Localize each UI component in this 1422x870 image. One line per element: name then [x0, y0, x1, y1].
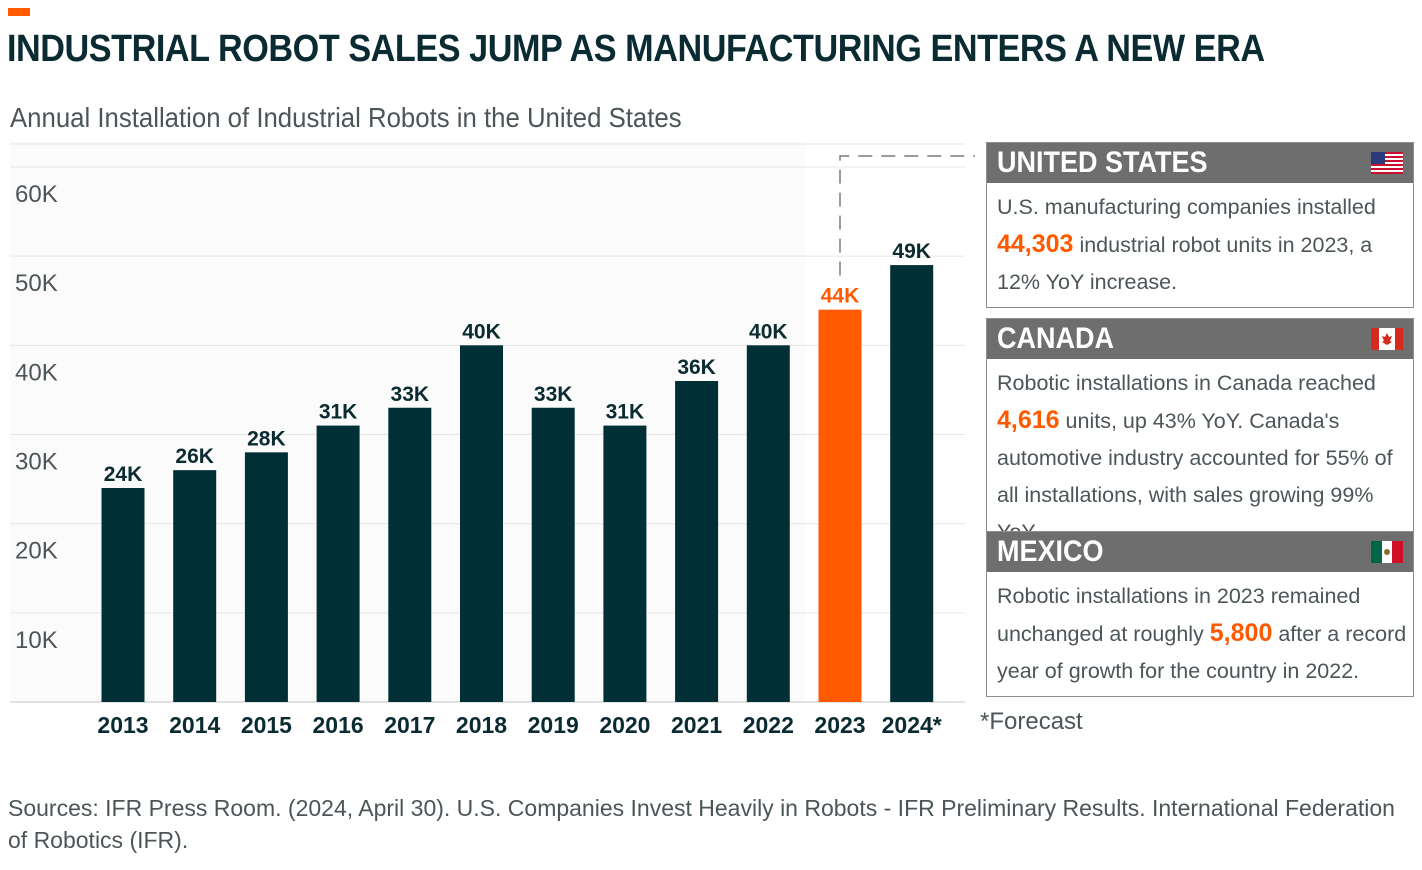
data-label: 40K — [749, 320, 788, 343]
data-label: 36K — [677, 356, 716, 379]
card-body: Robotic installations in Canada reached … — [987, 359, 1413, 557]
data-label: 31K — [606, 401, 645, 424]
y-tick-label: 30K — [15, 449, 58, 476]
data-label: 31K — [319, 401, 358, 424]
bar — [746, 345, 790, 702]
bar — [316, 425, 360, 702]
card-highlight-number: 4,616 — [997, 406, 1060, 434]
y-tick-label: 10K — [15, 627, 58, 654]
forecast-note: *Forecast — [980, 708, 1083, 735]
card-title: CANADA — [997, 322, 1114, 355]
card-text: Robotic installations in 2023 remained u… — [997, 584, 1361, 646]
bar — [173, 470, 217, 702]
card-text: U.S. manufacturing companies installed — [997, 195, 1376, 219]
card-text: Robotic installations in Canada reached — [997, 371, 1376, 395]
card-mexico: MEXICO Robotic installations in 2023 rem… — [986, 531, 1414, 697]
data-label: 33K — [391, 383, 430, 406]
data-label: 49K — [892, 240, 931, 263]
data-label: 44K — [821, 285, 860, 308]
card-title: UNITED STATES — [997, 146, 1208, 179]
card-body: U.S. manufacturing companies installed 4… — [987, 183, 1413, 307]
y-tick-label: 40K — [15, 359, 58, 386]
data-label: 26K — [175, 445, 214, 468]
y-tick-label: 60K — [15, 181, 58, 208]
x-tick-label: 2022 — [743, 712, 794, 738]
bar — [460, 345, 503, 702]
bar — [244, 452, 288, 702]
x-tick-label: 2014 — [169, 712, 220, 738]
bar — [603, 425, 647, 702]
headline: INDUSTRIAL ROBOT SALES JUMP AS MANUFACTU… — [7, 28, 1265, 70]
card-text: after a record year of growth for the co… — [997, 622, 1407, 683]
bar — [388, 407, 432, 702]
x-tick-label: 2017 — [384, 712, 435, 738]
card-header: UNITED STATES — [987, 143, 1413, 183]
data-label: 24K — [104, 463, 143, 486]
card-header: MEXICO — [987, 532, 1413, 572]
bar — [101, 488, 145, 702]
card-canada: CANADA Robotic installations in Canada r… — [986, 318, 1414, 558]
x-tick-label: 2023 — [814, 712, 865, 738]
x-tick-label: 2013 — [97, 712, 148, 738]
card-text: units, up 43% YoY. Canada's automotive i… — [997, 409, 1393, 544]
x-tick-label: 2016 — [313, 712, 364, 738]
connector-line — [839, 155, 975, 276]
chart-title: Annual Installation of Industrial Robots… — [10, 102, 682, 133]
y-tick-label: 50K — [15, 270, 58, 297]
data-label: 40K — [462, 320, 501, 343]
bar — [531, 407, 575, 702]
x-tick-label: 2021 — [671, 712, 722, 738]
mexico-flag-icon — [1371, 541, 1403, 563]
canada-flag-icon — [1371, 328, 1403, 350]
us-flag-icon — [1371, 152, 1403, 174]
card-highlight-number: 44,303 — [997, 230, 1074, 258]
card-header: CANADA — [987, 319, 1413, 359]
card-body: Robotic installations in 2023 remained u… — [987, 572, 1413, 696]
data-label: 28K — [247, 427, 286, 450]
card-text: industrial robot units in 2023, a 12% Yo… — [997, 233, 1373, 294]
sources-note: Sources: IFR Press Room. (2024, April 30… — [8, 795, 1395, 853]
x-tick-label: 2024* — [882, 712, 942, 738]
x-tick-label: 2015 — [241, 712, 292, 738]
card-title: MEXICO — [997, 535, 1104, 568]
data-label: 33K — [534, 383, 573, 406]
card-highlight-number: 5,800 — [1209, 619, 1273, 647]
bar — [818, 309, 862, 702]
bar — [890, 265, 934, 702]
card-united-states: UNITED STATES U.S. manufacturing compani… — [986, 142, 1414, 308]
accent-bar — [8, 8, 30, 16]
bar-chart: 10K 20K 30K 40K 50K 60K 24K 2013 26K 2014 28K 2015 3… — [10, 142, 975, 738]
x-tick-label: 2020 — [599, 712, 650, 738]
bar — [675, 381, 719, 702]
y-tick-label: 20K — [15, 538, 58, 565]
x-tick-label: 2018 — [456, 712, 507, 738]
x-tick-label: 2019 — [528, 712, 579, 738]
